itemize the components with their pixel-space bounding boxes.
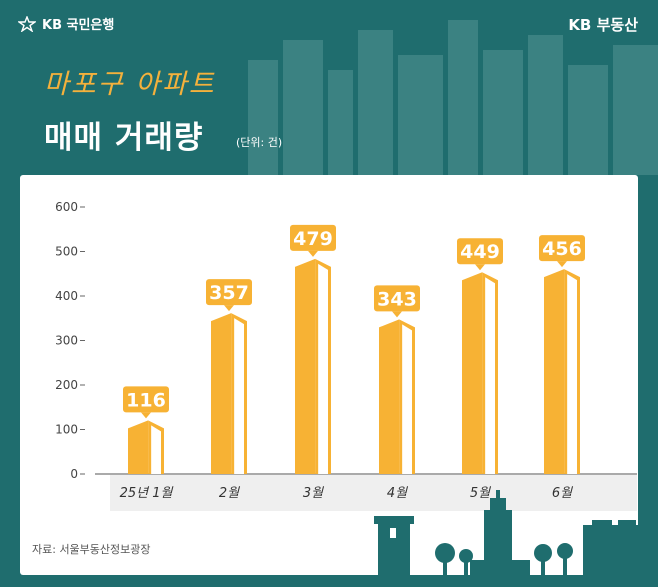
bar-side-window <box>234 318 244 474</box>
bar-side-window <box>567 274 577 474</box>
y-tick-label: 400 <box>55 289 78 303</box>
bar <box>128 420 149 474</box>
data-label-badge <box>374 285 420 312</box>
data-label-pointer <box>392 311 402 318</box>
data-label-pointer <box>141 412 151 419</box>
x-tick-label: 25년 1월 <box>120 486 174 501</box>
data-label-pointer <box>308 250 318 257</box>
plot-base-strip <box>110 475 637 511</box>
bar <box>295 258 316 474</box>
x-tick-label: 6월 <box>552 486 573 501</box>
y-tick-label: 100 <box>55 423 78 437</box>
bar-side-window <box>151 425 161 474</box>
data-label-badge <box>206 279 252 306</box>
data-label: 479 <box>293 228 333 250</box>
bar <box>462 272 483 474</box>
unit-label: (단위: 건) <box>236 136 283 149</box>
bar <box>211 313 232 474</box>
bar-side-window <box>402 324 412 474</box>
data-label: 449 <box>460 241 500 263</box>
y-tick-label: 0 <box>70 467 78 481</box>
x-tick-label: 2월 <box>219 486 240 501</box>
y-tick-label: 200 <box>55 378 78 392</box>
bar-side-window <box>485 277 495 474</box>
data-label-pointer <box>557 261 567 268</box>
x-tick-label: 5월 <box>470 486 491 501</box>
chart-title-line2: 매매 거래량 <box>44 120 204 156</box>
data-label-pointer <box>475 264 485 271</box>
x-tick-label: 3월 <box>303 486 324 501</box>
skyline-background <box>248 20 658 175</box>
bar-side-window <box>318 263 328 474</box>
bank-logo: KB 국민은행 <box>18 14 114 33</box>
data-label: 343 <box>377 288 417 310</box>
data-label-badge <box>290 224 336 251</box>
data-label-pointer <box>224 305 234 312</box>
data-label: 357 <box>209 282 249 304</box>
bank-name: KB 국민은행 <box>42 18 115 33</box>
data-label-badge <box>123 386 169 413</box>
data-label: 116 <box>126 389 166 411</box>
data-source: 자료: 서울부동산정보광장 <box>32 543 151 556</box>
chart-title-line1: 마포구 아파트 <box>44 69 216 100</box>
brand-name: KB 부동산 <box>568 16 638 34</box>
x-tick-label: 4월 <box>387 486 408 501</box>
data-label-badge <box>539 235 585 262</box>
y-tick-label: 300 <box>55 334 78 348</box>
data-label: 456 <box>542 238 582 260</box>
y-tick-label: 500 <box>55 245 78 259</box>
bar <box>379 319 400 474</box>
bar <box>544 269 565 474</box>
y-tick-label: 600 <box>55 200 78 214</box>
data-label-badge <box>457 238 503 265</box>
kb-star-icon <box>18 15 36 32</box>
